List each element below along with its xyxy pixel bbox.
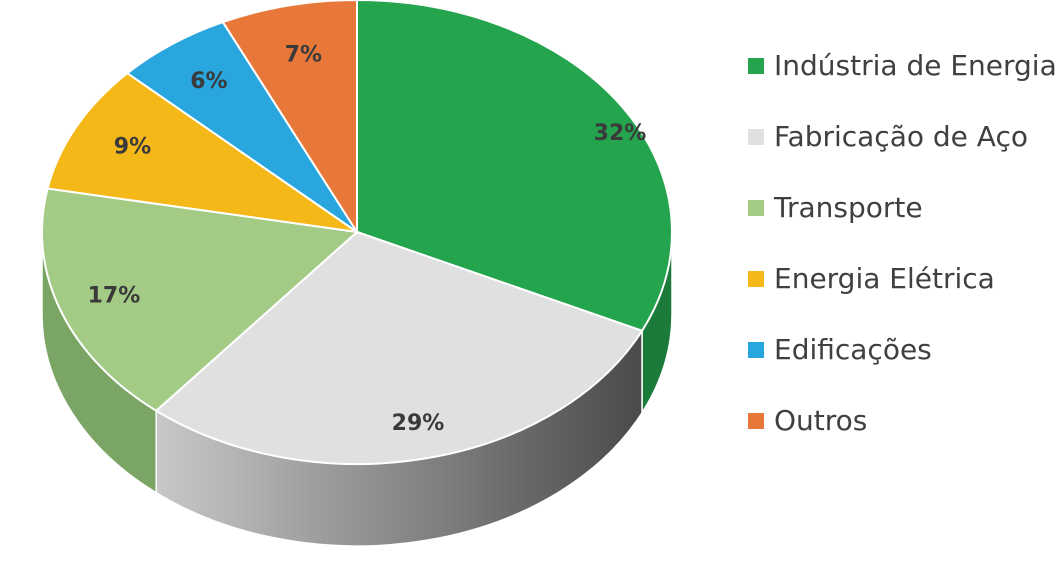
legend-item: Transporte xyxy=(748,172,1057,243)
legend-swatch xyxy=(748,199,764,216)
legend-label: Outros xyxy=(774,404,868,437)
legend-swatch xyxy=(748,412,764,429)
data-label-1: 32% xyxy=(594,121,647,146)
legend-swatch xyxy=(748,341,764,358)
legend: Indústria de Energia Fabricação de Aço Tra… xyxy=(748,30,1057,456)
legend-swatch xyxy=(748,128,764,145)
pie-slice-6 xyxy=(221,0,358,236)
legend-item: Outros xyxy=(748,385,1057,456)
data-label-5: 6% xyxy=(190,69,227,94)
legend-label: Transporte xyxy=(774,191,923,224)
legend-item: Fabricação de Aço xyxy=(748,101,1057,172)
pie-slice-2 xyxy=(154,230,644,465)
pie-slice-1 xyxy=(356,0,673,332)
data-label-3: 17% xyxy=(88,283,141,308)
pie-slices xyxy=(41,0,673,465)
legend-label: Edificações xyxy=(774,333,932,366)
pie-slice-4 xyxy=(46,71,358,233)
legend-item: Edificações xyxy=(748,314,1057,385)
pie-slice-3 xyxy=(41,187,360,412)
data-label-2: 29% xyxy=(392,411,445,436)
legend-swatch xyxy=(748,270,764,287)
pie-slice-5 xyxy=(125,20,358,233)
legend-item: Indústria de Energia xyxy=(748,30,1057,101)
data-label-6: 7% xyxy=(285,42,322,67)
legend-label: Energia Elétrica xyxy=(774,262,995,295)
legend-label: Indústria de Energia xyxy=(774,49,1057,82)
legend-label: Fabricação de Aço xyxy=(774,120,1028,153)
legend-swatch xyxy=(748,57,764,74)
data-labels: 32% 29% 17% 9% 6% 7% xyxy=(88,42,647,436)
legend-item: Energia Elétrica xyxy=(748,243,1057,314)
data-label-4: 9% xyxy=(114,135,151,160)
